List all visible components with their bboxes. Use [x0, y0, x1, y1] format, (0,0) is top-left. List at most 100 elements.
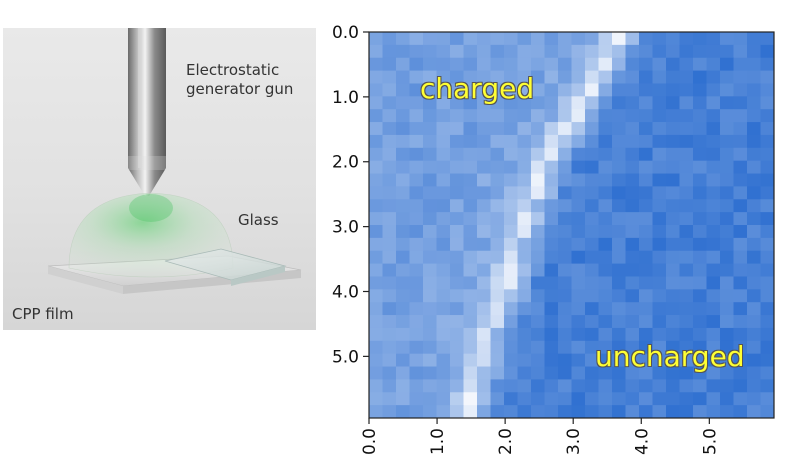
heatmap-cell	[409, 276, 424, 290]
heatmap-cell	[612, 212, 626, 226]
heatmap-cell	[625, 70, 640, 84]
heatmap-cell	[450, 109, 464, 123]
heatmap-cell	[436, 302, 451, 316]
heatmap-cell	[369, 289, 383, 303]
heatmap-cell	[504, 109, 518, 123]
heatmap-cell	[531, 405, 545, 419]
heatmap-cell	[544, 366, 559, 380]
heatmap-cell	[639, 250, 653, 264]
heatmap-cell	[706, 96, 721, 110]
heatmap-cell	[760, 147, 775, 162]
heatmap-cell	[423, 96, 437, 110]
heatmap-cell	[490, 96, 505, 110]
heatmap-cell	[504, 327, 518, 342]
heatmap-cell	[693, 405, 707, 419]
heatmap-cell	[517, 186, 532, 200]
heatmap-cell	[450, 366, 464, 380]
heatmap-cell	[558, 70, 572, 84]
heatmap-cell	[679, 186, 694, 200]
heatmap-cell	[706, 405, 721, 419]
heatmap-cell	[639, 160, 653, 174]
heatmap-cell	[625, 32, 640, 46]
heatmap-cell	[450, 212, 464, 226]
heatmap-cell	[396, 315, 410, 329]
heatmap-cell	[463, 199, 478, 213]
heatmap-cell	[585, 83, 599, 97]
heatmap-cell	[450, 96, 464, 110]
heatmap-cell	[679, 225, 694, 239]
heatmap-cell	[652, 392, 667, 406]
heatmap-cell	[544, 315, 559, 329]
heatmap-cell	[504, 122, 518, 136]
heatmap-cell	[382, 122, 397, 136]
heatmap-cell	[666, 379, 680, 393]
heatmap-cell	[423, 353, 437, 367]
heatmap-cell	[720, 405, 734, 419]
heatmap-cell	[571, 109, 586, 123]
heatmap-cell	[396, 340, 410, 355]
heatmap-cell	[504, 392, 518, 406]
heatmap-cell	[760, 405, 775, 419]
heatmap-cell	[720, 122, 734, 136]
heatmap-cell	[747, 289, 761, 303]
heatmap-cell	[531, 134, 545, 149]
heatmap-cell	[369, 96, 383, 110]
heatmap-cell	[612, 57, 626, 71]
heatmap-cell	[450, 186, 464, 200]
heatmap-cell	[652, 186, 667, 200]
heatmap-cell	[463, 57, 478, 71]
heatmap-cell	[382, 276, 397, 290]
heatmap-cell	[666, 134, 680, 149]
heatmap-cell	[585, 225, 599, 239]
heatmap-cell	[558, 366, 572, 380]
heatmap-cell	[612, 147, 626, 162]
heatmap-cell	[423, 134, 437, 149]
heatmap-cell	[706, 379, 721, 393]
heatmap-cell	[531, 315, 545, 329]
heatmap-cell	[598, 250, 613, 264]
heatmap-cell	[531, 186, 545, 200]
heatmap-cell	[625, 340, 640, 355]
heatmap-cell	[598, 340, 613, 355]
heatmap-cell	[382, 302, 397, 316]
heatmap-cell	[369, 44, 383, 59]
heatmap-cell	[396, 96, 410, 110]
heatmap-cell	[463, 366, 478, 380]
heatmap-cell	[531, 173, 545, 187]
heatmap-cell	[747, 315, 761, 329]
heatmap-cell	[652, 147, 667, 162]
heatmap-cell	[733, 289, 748, 303]
heatmap-cell	[382, 250, 397, 264]
heatmap-cell	[382, 199, 397, 213]
heatmap-cell	[450, 134, 464, 149]
heatmap-cell	[423, 392, 437, 406]
heatmap-cell	[693, 96, 707, 110]
heatmap-cell	[409, 353, 424, 367]
heatmap-cell	[639, 186, 653, 200]
heatmap-cell	[558, 276, 572, 290]
heatmap-cell	[369, 366, 383, 380]
heatmap-cell	[747, 160, 761, 174]
heatmap-cell	[409, 327, 424, 342]
heatmap-cell	[693, 392, 707, 406]
heatmap-cell	[652, 212, 667, 226]
heatmap-cell	[585, 340, 599, 355]
heatmap-cell	[585, 186, 599, 200]
heatmap-cell	[585, 44, 599, 59]
heatmap-cell	[706, 289, 721, 303]
heatmap-cell	[666, 212, 680, 226]
heatmap-cell	[436, 237, 451, 252]
heatmap-cell	[558, 212, 572, 226]
heatmap-cell	[409, 32, 424, 46]
heatmap-cell	[531, 289, 545, 303]
heatmap-cell	[369, 276, 383, 290]
heatmap-cell	[571, 250, 586, 264]
heatmap-cell	[733, 302, 748, 316]
heatmap-cell	[450, 289, 464, 303]
heatmap-cell	[396, 276, 410, 290]
heatmap-cell	[531, 57, 545, 71]
heatmap-cell	[558, 147, 572, 162]
heatmap-cell	[585, 379, 599, 393]
heatmap-cell	[531, 302, 545, 316]
